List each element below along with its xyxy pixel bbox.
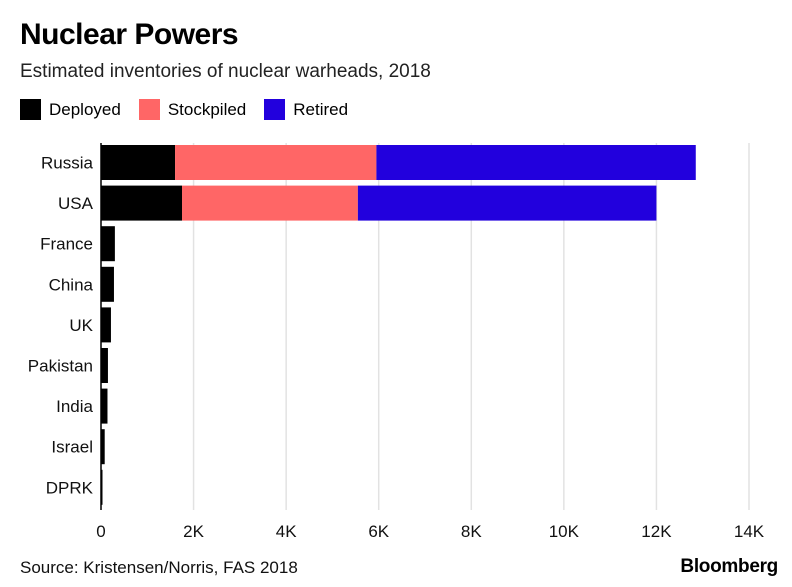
x-tick-label-8K: 8K [461, 522, 482, 541]
bar-uk-deployed [101, 307, 111, 343]
chart-legend: Deployed Stockpiled Retired [20, 99, 366, 120]
bar-india-deployed [101, 388, 108, 424]
brand-logo: Bloomberg [680, 556, 778, 577]
bar-russia-stockpiled [175, 145, 377, 180]
x-tick-label-2K: 2K [183, 522, 204, 541]
legend-swatch-retired [264, 99, 286, 120]
legend-label-retired: Retired [293, 99, 349, 119]
legend-swatch-stockpiled [138, 99, 160, 120]
bar-russia-retired [376, 145, 696, 180]
x-tick-label-4K: 4K [276, 522, 297, 541]
category-label-india: India [56, 397, 93, 416]
x-tick-label-10K: 10K [549, 522, 580, 541]
bar-israel-deployed [101, 429, 105, 465]
bar-france-deployed [101, 226, 115, 262]
legend-item-stockpiled: Stockpiled [138, 99, 247, 120]
bar-pakistan-deployed [101, 348, 108, 383]
category-label-russia: Russia [41, 154, 94, 173]
category-label-dprk: DPRK [46, 478, 94, 497]
category-label-usa: USA [58, 194, 94, 213]
x-tick-label-14K: 14K [734, 522, 765, 541]
x-tick-label-12K: 12K [641, 522, 672, 541]
category-label-france: France [40, 235, 93, 254]
category-label-uk: UK [69, 316, 93, 335]
bar-china-deployed [101, 266, 114, 302]
category-label-pakistan: Pakistan [28, 357, 93, 376]
legend-label-deployed: Deployed [49, 99, 121, 119]
category-label-israel: Israel [51, 438, 93, 457]
x-tick-label-6K: 6K [368, 522, 389, 541]
bar-usa-stockpiled [182, 185, 358, 221]
legend-label-stockpiled: Stockpiled [167, 99, 247, 119]
bar-russia-deployed [101, 145, 176, 180]
bar-usa-deployed [101, 185, 182, 221]
category-label-china: China [49, 275, 94, 294]
legend-swatch-deployed [20, 99, 41, 120]
x-tick-label-0: 0 [96, 522, 105, 541]
legend-item-deployed: Deployed [20, 99, 121, 120]
source-note: Source: Kristensen/Norris, FAS 2018 [20, 558, 298, 577]
chart-title: Nuclear Powers [20, 18, 239, 51]
legend-item-retired: Retired [264, 99, 348, 120]
chart-subtitle: Estimated inventories of nuclear warhead… [20, 61, 431, 82]
bar-usa-retired [357, 185, 657, 221]
